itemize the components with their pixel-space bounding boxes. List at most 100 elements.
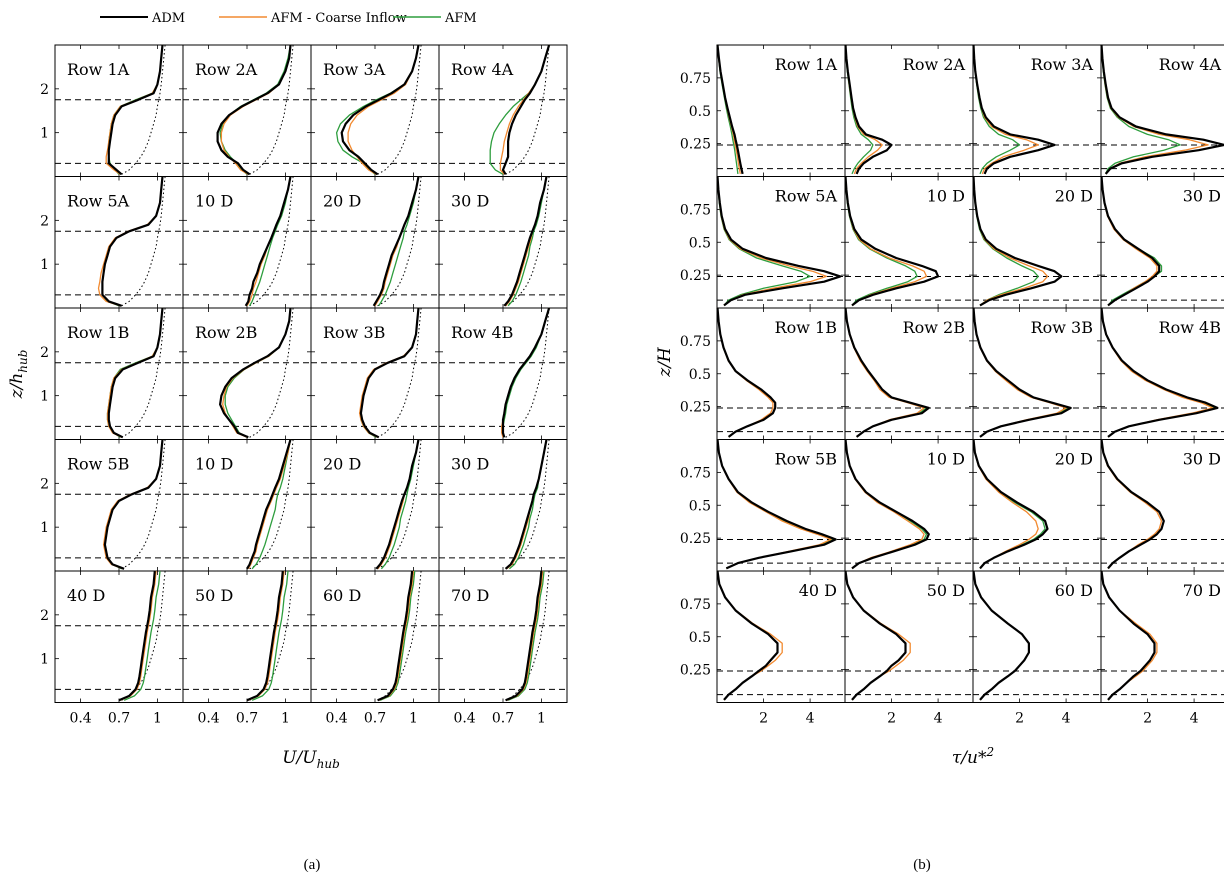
series-line-afm <box>507 570 545 701</box>
panel-title: Row 1B <box>67 323 129 342</box>
panel-a-4: Row 4A <box>438 44 568 177</box>
panel-b-7: 20 D <box>972 176 1102 309</box>
y-tick-label: 0.5 <box>689 235 711 251</box>
series-line-adm <box>1100 439 1165 570</box>
inflow-profile-line <box>249 439 294 570</box>
y-tick-label: 0.75 <box>680 71 711 87</box>
y-tick-label: 2 <box>40 608 49 624</box>
panel-title: Row 5B <box>775 450 837 469</box>
inflow-profile-line <box>121 176 166 307</box>
series-line-afm <box>972 176 1039 306</box>
panel-b-20: 70 D <box>1100 570 1224 703</box>
inflow-profile-line <box>377 44 422 175</box>
panel-a-2: Row 2A <box>182 44 312 177</box>
series-line-adm <box>246 570 284 702</box>
series-line-adm <box>1100 44 1224 175</box>
panel-b-13: Row 5B <box>716 439 846 572</box>
panel-title: Row 1A <box>775 55 838 74</box>
panel-a-18: 50 D <box>182 570 312 703</box>
panel-b-14: 10 D <box>844 439 974 572</box>
panel-a-y-axis-label: z/hhub <box>7 350 30 400</box>
panel-a-10: Row 2B <box>182 307 312 440</box>
y-tick-label: 2 <box>40 82 49 98</box>
inflow-profile-line <box>249 570 294 701</box>
panel-title: Row 1A <box>67 60 130 79</box>
x-tick-label: 0.7 <box>108 711 130 727</box>
panel-b-5: Row 5A <box>716 176 846 309</box>
panel-b-stress-profiles: Row 1A Row 2A Row 3A Row 4A Row 5A 10 D 20 D 30… <box>680 44 1224 727</box>
panel-title: Row 2B <box>903 318 965 337</box>
inflow-profile-line <box>249 44 294 175</box>
panel-a-13: Row 5B <box>54 439 184 572</box>
x-tick-label: 0.4 <box>69 711 91 727</box>
series-line-afm <box>379 570 416 701</box>
panel-b-17: 40 D <box>716 570 846 703</box>
legend-label-adm: ADM <box>151 11 185 26</box>
panel-title: 10 D <box>195 455 233 474</box>
series-line-adm <box>505 570 543 702</box>
panel-title: 30 D <box>451 192 489 211</box>
x-tick-label: 0.7 <box>236 711 258 727</box>
series-line-adm <box>501 307 551 438</box>
panel-title: Row 1B <box>775 318 837 337</box>
panel-b-18: 50 D <box>844 570 974 703</box>
inflow-profile-line <box>121 439 166 570</box>
series-line-adm <box>972 44 1056 175</box>
panel-b-19: 60 D <box>972 570 1102 703</box>
series-line-adm <box>1100 570 1156 701</box>
x-tick-label: 1 <box>537 711 546 727</box>
panel-b-2: Row 2A <box>844 44 974 177</box>
series-line-adm <box>372 176 420 307</box>
panel-title: 20 D <box>1055 450 1093 469</box>
panel-title: Row 5A <box>67 192 130 211</box>
panel-title: Row 2A <box>195 60 258 79</box>
series-line-adm <box>501 44 551 175</box>
series-line-adm <box>1100 307 1219 438</box>
panel-title: Row 4B <box>1159 318 1221 337</box>
y-tick-label: 0.25 <box>680 400 711 416</box>
x-tick-label: 4 <box>1062 711 1071 727</box>
panel-b-3: Row 3A <box>972 44 1102 177</box>
panel-a-11: Row 3B <box>310 307 440 440</box>
series-line-adm <box>359 307 420 439</box>
panel-title: 70 D <box>1183 581 1221 600</box>
series-line-adm <box>844 307 930 438</box>
series-line-afm-coarse-inflow <box>1100 176 1158 306</box>
series-line-adm <box>972 439 1049 570</box>
panel-a-20: 70 D <box>438 570 568 703</box>
panel-title: Row 5B <box>67 455 129 474</box>
y-tick-label: 0.75 <box>680 597 711 613</box>
series-line-afm <box>249 176 292 307</box>
x-tick-label: 1 <box>281 711 290 727</box>
y-tick-label: 0.5 <box>689 367 711 383</box>
legend-label-afm-coarse-inflow: AFM - Coarse Inflow <box>270 11 407 26</box>
x-tick-label: 1 <box>153 711 162 727</box>
panel-b-4: Row 4A <box>1100 44 1224 177</box>
series-line-adm <box>844 570 907 701</box>
y-tick-label: 1 <box>40 389 49 405</box>
series-line-afm <box>507 176 548 307</box>
series-line-adm <box>972 570 1031 701</box>
panel-title: 70 D <box>451 586 489 605</box>
series-line-afm <box>1100 176 1163 306</box>
panel-b-8: 30 D <box>1100 176 1224 309</box>
panel-a-x-axis-label: U/Uhub <box>282 748 340 771</box>
x-tick-label: 2 <box>759 711 768 727</box>
series-line-afm-coarse-inflow <box>844 176 928 306</box>
panel-title: 60 D <box>323 586 361 605</box>
inflow-profile-line <box>249 307 294 438</box>
panel-title: 10 D <box>927 187 965 206</box>
series-line-afm-coarse-inflow <box>506 570 544 701</box>
y-tick-label: 1 <box>40 257 49 273</box>
series-line-adm <box>503 176 548 307</box>
series-line-adm <box>103 439 164 570</box>
series-line-afm <box>844 44 874 175</box>
series-line-adm <box>716 176 842 307</box>
x-tick-label: 0.4 <box>325 711 347 727</box>
y-tick-label: 0.25 <box>680 531 711 547</box>
y-tick-label: 1 <box>40 520 49 536</box>
x-tick-label: 0.4 <box>453 711 475 727</box>
series-line-adm <box>972 176 1063 307</box>
panel-title: Row 3A <box>323 60 386 79</box>
panel-title: Row 2A <box>903 55 966 74</box>
